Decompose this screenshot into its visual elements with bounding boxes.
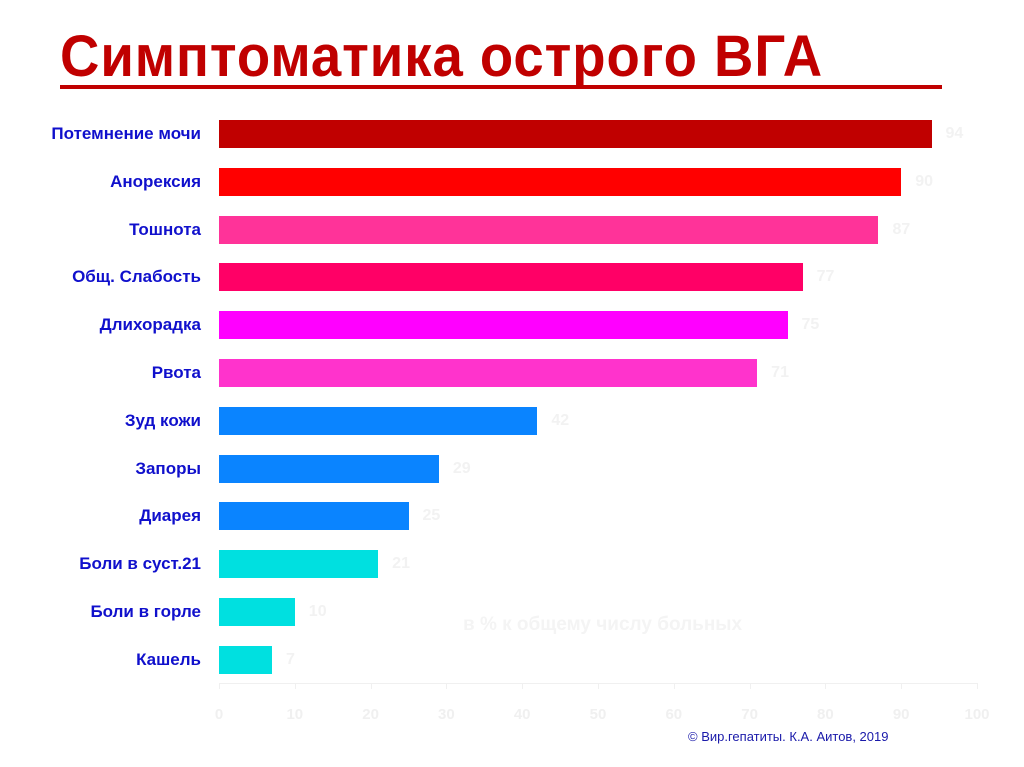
x-axis-tick-label: 100 [964, 706, 990, 723]
x-axis-tick [522, 683, 524, 689]
value-label: 42 [551, 411, 570, 429]
x-axis-tick-label: 50 [589, 706, 607, 723]
bar [219, 263, 803, 292]
value-label: 77 [816, 268, 835, 286]
bar [219, 645, 273, 674]
bar [219, 454, 439, 483]
value-label: 29 [452, 459, 471, 477]
x-axis-tick-label: 70 [741, 706, 758, 723]
x-axis-tick [370, 683, 372, 689]
bar [219, 406, 538, 435]
x-axis-tick-label: 0 [214, 706, 224, 723]
category-label: Зуд кожи [124, 410, 201, 430]
x-axis-tick [446, 683, 448, 689]
category-label: Тошнота [129, 219, 201, 239]
category-label: Анорексия [110, 171, 201, 191]
value-label: 71 [771, 364, 789, 381]
value-label: 75 [801, 316, 820, 334]
x-axis-tick-label: 10 [286, 706, 304, 723]
x-axis-tick [219, 683, 220, 689]
x-axis-tick-label: 40 [513, 706, 531, 723]
value-label: 25 [422, 507, 441, 525]
x-axis-tick-label: 90 [892, 706, 910, 723]
x-axis-tick [673, 683, 675, 689]
category-label: Общ. Слабость [72, 267, 201, 287]
category-label: Длихорадка [99, 315, 201, 335]
bar [219, 502, 409, 531]
x-axis-tick-label: 80 [817, 706, 834, 723]
category-label: Боли в горле [90, 602, 201, 621]
value-label: 87 [892, 220, 911, 238]
bar [219, 215, 879, 244]
value-label: 90 [915, 172, 933, 190]
axis-annotation: в % к общему числу больных [463, 614, 743, 635]
x-axis-tick-label: 30 [438, 706, 455, 723]
bar [219, 167, 902, 196]
category-label: Запоры [135, 458, 201, 478]
copyright-footer: © Вир.гепатиты. К.А. Аитов, 2019 [688, 729, 889, 744]
x-axis-tick [901, 683, 903, 689]
bar [219, 120, 932, 148]
category-label: Диарея [139, 506, 201, 526]
x-axis-tick [977, 683, 978, 689]
value-label: 21 [392, 555, 410, 573]
category-label: Рвота [151, 363, 201, 382]
x-axis-tick [294, 683, 296, 689]
category-label: Потемнение мочи [51, 124, 201, 143]
value-label: 7 [286, 650, 295, 668]
x-axis-tick-label: 60 [665, 706, 683, 723]
title-underline [60, 85, 942, 89]
x-axis-tick-label: 20 [362, 706, 379, 723]
chart-title: Симптоматика острого ВГА [60, 24, 824, 89]
bar [219, 550, 379, 579]
category-label: Кашель [136, 649, 201, 669]
value-label: 94 [945, 125, 964, 142]
bar [219, 598, 295, 626]
x-axis-tick [749, 683, 751, 689]
x-axis-tick [598, 683, 599, 689]
category-label: Боли в суст.21 [79, 554, 201, 574]
bar [219, 311, 788, 340]
x-axis-tick [825, 683, 827, 689]
value-label: 10 [308, 603, 327, 620]
bar [219, 359, 758, 387]
